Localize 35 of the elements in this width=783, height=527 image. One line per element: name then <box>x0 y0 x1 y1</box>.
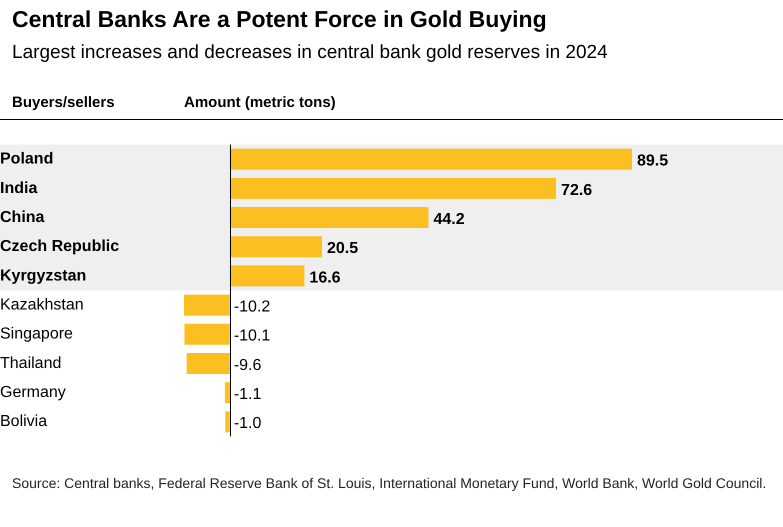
source-note: Source: Central banks, Federal Reserve Bank of St. Louis, International Monetary Fund, World Bank, World Gold Council. <box>12 474 768 493</box>
y-tick-label: Kazakhstan <box>0 296 84 314</box>
bar <box>230 148 632 170</box>
chart-subtitle: Largest increases and decreases in central bank gold reserves in 2024 <box>12 42 608 64</box>
data-label: 16.6 <box>309 269 341 286</box>
y-axis-title: Buyers/sellers <box>12 94 115 111</box>
data-label: -1.0 <box>234 415 262 432</box>
y-tick-label: Thailand <box>0 354 62 372</box>
y-tick-label: Germany <box>0 384 66 402</box>
y-tick-label: India <box>0 180 38 197</box>
data-label: 20.5 <box>326 240 358 258</box>
chart-title: Central Banks Are a Potent Force in Gold Buying <box>12 6 547 33</box>
bar <box>186 352 230 374</box>
data-label: -1.1 <box>234 386 262 404</box>
y-tick-label: Bolivia <box>0 413 48 430</box>
bar <box>184 324 230 345</box>
bar <box>230 236 322 258</box>
data-label: 44.2 <box>433 210 465 228</box>
data-label: -9.6 <box>234 356 262 374</box>
data-label: -10.1 <box>234 328 270 345</box>
y-tick-label: Kyrgyzstan <box>0 267 86 284</box>
x-axis-title: Amount (metric tons) <box>184 94 336 111</box>
data-label: 89.5 <box>637 152 668 170</box>
y-tick-label: Poland <box>0 150 54 168</box>
y-tick-label: Singapore <box>0 326 74 343</box>
y-tick-label: China <box>0 208 45 226</box>
bar <box>230 265 304 286</box>
y-tick-label: Czech Republic <box>0 238 120 256</box>
bar <box>184 294 230 316</box>
bar <box>224 382 230 404</box>
bar <box>230 178 556 199</box>
data-label: 72.6 <box>561 182 592 199</box>
data-label: -10.2 <box>234 298 270 316</box>
bar <box>230 207 428 228</box>
bar <box>225 411 230 432</box>
